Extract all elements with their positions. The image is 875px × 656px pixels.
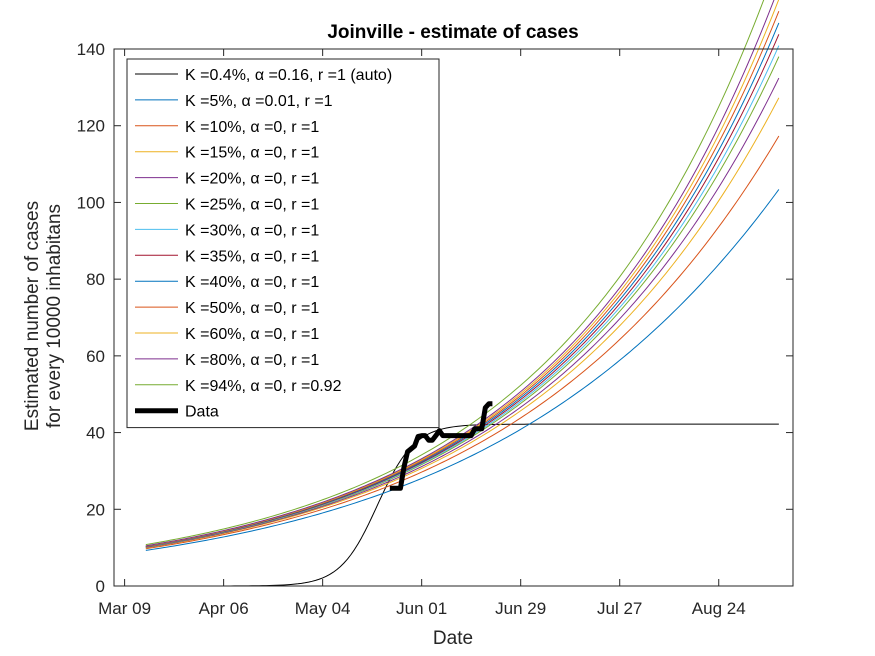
legend-entry: K =60%, α =0, r =1	[185, 326, 319, 343]
x-tick-label: May 04	[295, 599, 351, 618]
y-axis-label-line1: Estimated number of cases	[22, 201, 43, 431]
x-tick-label: Jul 27	[597, 599, 642, 618]
y-tick-label: 20	[86, 500, 105, 519]
series-line-5	[145, 77, 780, 548]
chart-title: Joinville - estimate of cases	[327, 22, 578, 43]
x-tick-label: Apr 06	[199, 599, 249, 618]
x-tick-label: Aug 24	[692, 599, 746, 618]
legend-entry: K =25%, α =0, r =1	[185, 197, 319, 214]
legend-entry: Data	[185, 404, 219, 421]
axes-box	[113, 48, 794, 587]
x-tick-label: Mar 09	[98, 599, 151, 618]
y-tick-label: 60	[86, 347, 105, 366]
x-axis-label: Date	[433, 628, 473, 649]
legend-entry: K =94%, α =0, r =0.92	[185, 378, 342, 395]
series-line-14	[389, 401, 493, 491]
y-tick-label: 40	[86, 424, 105, 443]
x-tick-label: Jun 01	[396, 599, 447, 618]
series-line-1	[145, 423, 779, 587]
plot-area: 0 20 40 60 80 100 120 140 Mar 09 Apr 06 May 04 Jun …	[77, 0, 794, 618]
legend-entry: K =0.4%, α =0.16, r =1 (auto)	[185, 67, 392, 84]
legend-entry: K =10%, α =0, r =1	[185, 119, 319, 136]
legend-entry: K =15%, α =0, r =1	[185, 145, 319, 162]
series-line-3	[145, 135, 780, 550]
series-line-4	[145, 97, 780, 549]
legend-entry: K =20%, α =0, r =1	[185, 171, 319, 188]
x-tick-label: Jun 29	[495, 599, 546, 618]
series-line-13	[145, 0, 765, 546]
y-tick-label: 80	[86, 270, 105, 289]
legend-entry: K =35%, α =0, r =1	[185, 248, 319, 265]
legend-entry: K =5%, α =0.01, r =1	[185, 93, 333, 110]
legend-entry: K =30%, α =0, r =1	[185, 222, 319, 239]
y-tick-label: 0	[96, 577, 105, 596]
y-axis-label-line2: for every 10000 inhabitans	[44, 204, 65, 428]
legend-entry: K =50%, α =0, r =1	[185, 300, 319, 317]
y-tick-label: 120	[77, 117, 105, 136]
y-tick-label: 100	[77, 193, 105, 212]
series-line-2	[145, 189, 780, 551]
legend-entry: K =40%, α =0, r =1	[185, 274, 319, 291]
y-tick-label: 140	[77, 40, 105, 59]
legend: K =0.4%, α =0.16, r =1 (auto) K =5%, α =0…	[126, 58, 440, 429]
legend-box	[126, 58, 440, 429]
legend-entry: K =80%, α =0, r =1	[185, 352, 319, 369]
